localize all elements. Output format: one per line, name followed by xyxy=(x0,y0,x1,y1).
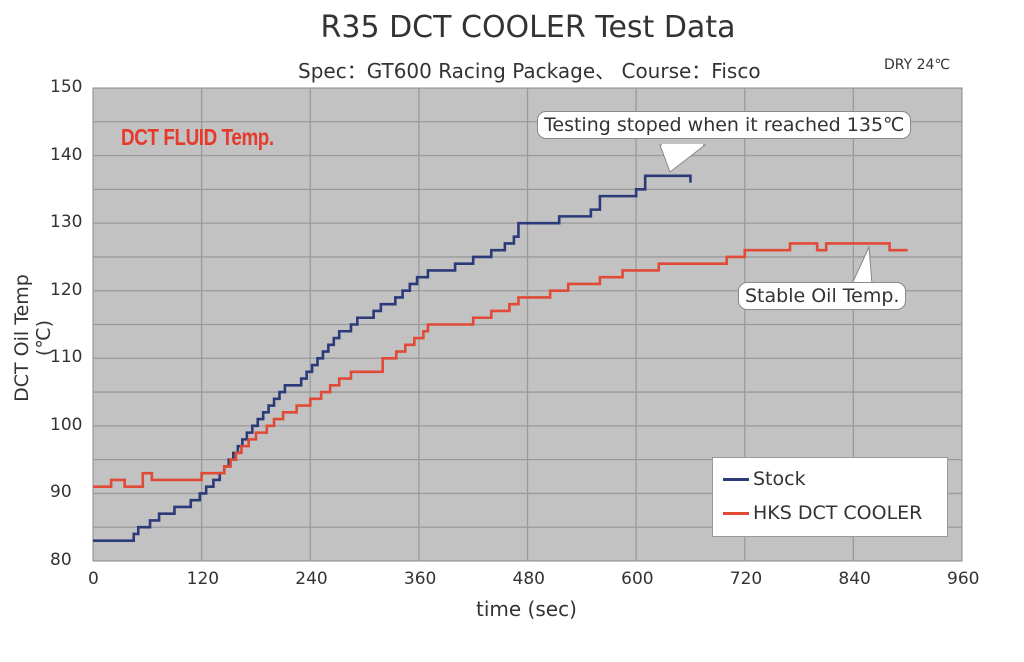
legend-item-hks: HKS DCT COOLER xyxy=(723,502,922,524)
chart-subtitle: Spec：GT600 Racing Package、 Course：Fisco xyxy=(298,59,761,83)
legend-item-stock: Stock xyxy=(723,468,806,490)
y-tick-label: 120 xyxy=(50,279,83,300)
x-axis-title: time (sec) xyxy=(476,597,577,621)
series-hks-line xyxy=(93,242,908,488)
x-tick-label: 960 xyxy=(947,569,980,589)
legend-label-stock: Stock xyxy=(753,468,806,490)
y-tick-label: 150 xyxy=(50,77,83,97)
chart-title: R35 DCT COOLER Test Data xyxy=(320,10,736,45)
x-tick-label: 0 xyxy=(88,569,99,589)
y-tick-label: 80 xyxy=(50,550,72,570)
legend-swatch-stock xyxy=(723,477,749,481)
legend: Stock HKS DCT COOLER xyxy=(712,457,948,537)
legend-label-hks: HKS DCT COOLER xyxy=(753,502,923,524)
y-tick-label: 130 xyxy=(50,212,83,233)
y-tick-label: 90 xyxy=(50,482,72,503)
x-tick-label: 480 xyxy=(512,569,545,589)
x-tick-label: 840 xyxy=(838,569,871,589)
y-tick-label: 100 xyxy=(50,414,83,435)
y-tick-label: 140 xyxy=(50,144,83,165)
y-tick-label: 110 xyxy=(50,347,83,368)
legend-swatch-hks xyxy=(723,511,749,515)
x-tick-label: 600 xyxy=(621,569,654,589)
callout-stock: Testing stoped when it reached 135℃ xyxy=(537,111,912,139)
x-tick-label: 240 xyxy=(295,569,328,589)
x-tick-label: 720 xyxy=(729,569,763,589)
fluid-temp-badge: DCT FLUID Temp. xyxy=(121,124,274,150)
y-axis-title: DCT Oil Temp (℃) xyxy=(11,274,55,402)
callout-hks: Stable Oil Temp. xyxy=(738,282,907,310)
x-tick-label: 360 xyxy=(403,569,437,589)
x-tick-label: 120 xyxy=(186,569,220,589)
series-stock-line xyxy=(93,174,692,543)
conditions-label: DRY 24℃ xyxy=(884,57,951,73)
